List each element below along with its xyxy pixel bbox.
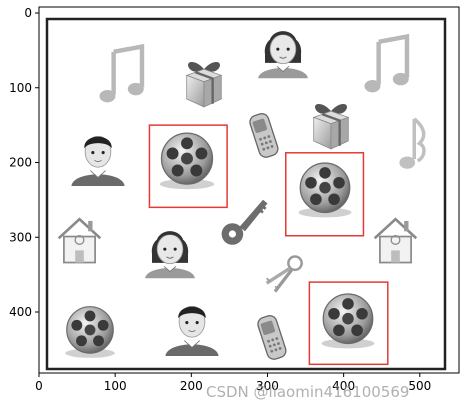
x-tick-label: 100 — [104, 379, 127, 393]
film-reel-icon — [64, 306, 116, 359]
x-tick-label: 0 — [35, 379, 43, 393]
detection-box — [308, 281, 389, 366]
y-tick-label: 0 — [24, 6, 32, 20]
detection-box — [148, 124, 228, 209]
gift-box-icon — [185, 60, 223, 109]
detection-box — [285, 152, 365, 237]
x-tick-label: 200 — [180, 379, 203, 393]
image-border — [45, 17, 447, 371]
y-tick-label: 200 — [9, 156, 32, 170]
y-axis: 0 100 200 300 400 — [9, 6, 39, 319]
x-tick-label: 500 — [408, 379, 431, 393]
watermark: CSDN @liaomin416100569 — [206, 383, 410, 401]
detection-boxes — [148, 124, 389, 366]
image-background — [38, 6, 460, 374]
y-tick-label: 300 — [9, 230, 32, 244]
film-reel-icon — [159, 132, 215, 190]
y-tick-label: 400 — [9, 305, 32, 319]
film-reel-icon — [297, 162, 353, 219]
x-tick-label: 400 — [332, 379, 355, 393]
gift-box-icon — [312, 102, 350, 151]
y-tick-label: 100 — [9, 81, 32, 95]
film-reel-icon — [320, 293, 376, 350]
x-axis: 0 100 200 300 400 500 — [35, 373, 431, 393]
x-tick-label: 300 — [256, 379, 279, 393]
